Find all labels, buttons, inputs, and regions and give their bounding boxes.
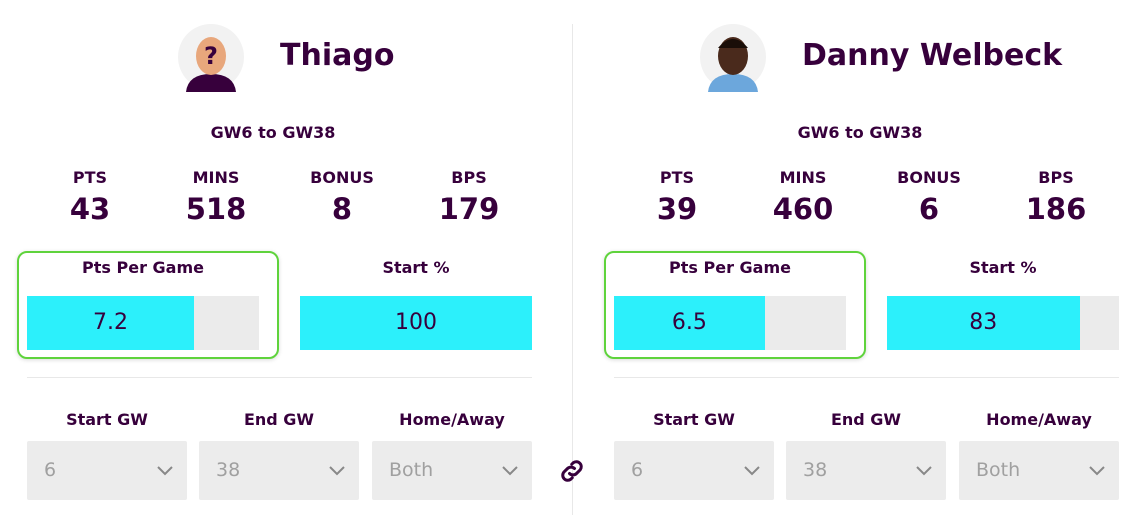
chevron: [329, 466, 345, 476]
bar-label: Pts Per Game: [82, 258, 204, 277]
link-icon[interactable]: [557, 456, 587, 486]
divider: [572, 24, 573, 515]
filter-label: End GW: [243, 410, 315, 429]
stat-value: 460: [772, 192, 834, 226]
separator: [27, 377, 532, 378]
stat-label: PTS: [659, 168, 695, 187]
bar-track: 83: [887, 296, 1119, 350]
filter-label: Start GW: [66, 410, 148, 429]
bar-value: 83: [969, 310, 998, 335]
bar-label: Pts Per Game: [669, 258, 791, 277]
filter-select[interactable]: Both: [959, 441, 1119, 500]
svg-text:?: ?: [204, 42, 218, 70]
chevron: [744, 466, 760, 476]
bar-label: Start %: [382, 258, 450, 277]
player-avatar: ?: [178, 24, 244, 92]
filter-label: End GW: [830, 410, 902, 429]
filter-label: Home/Away: [986, 410, 1092, 429]
gameweek-range: GW6 to GW38: [210, 123, 336, 142]
stat-value: 6: [918, 192, 940, 226]
bar-value: 100: [395, 310, 437, 335]
filter-value: Both: [389, 459, 434, 481]
stat-value: 39: [656, 192, 698, 226]
filter-select[interactable]: 38: [786, 441, 946, 500]
stat-value: 518: [185, 192, 247, 226]
stat-value: 8: [331, 192, 353, 226]
chevron: [502, 466, 518, 476]
filter-select[interactable]: Both: [372, 441, 532, 500]
stat-label: BPS: [1038, 168, 1074, 187]
stat-value: 43: [69, 192, 111, 226]
stat-value: 186: [1025, 192, 1087, 226]
bar-fill: [887, 296, 1080, 350]
bar-track: 7.2: [27, 296, 259, 350]
player-name: Thiago: [280, 38, 395, 73]
filter-value: Both: [976, 459, 1021, 481]
filter-value: 38: [216, 459, 241, 481]
stat-label: MINS: [779, 168, 827, 187]
separator: [614, 377, 1119, 378]
filter-label: Home/Away: [399, 410, 505, 429]
chevron: [916, 466, 932, 476]
bar-label: Start %: [969, 258, 1037, 277]
highlight-box: [17, 251, 279, 359]
highlight-box: [604, 251, 866, 359]
bar-track: 100: [300, 296, 532, 350]
bar-fill: [300, 296, 532, 350]
filter-select[interactable]: 38: [199, 441, 359, 500]
filter-value: 6: [44, 459, 57, 481]
chevron: [1089, 466, 1105, 476]
filter-select[interactable]: 6: [27, 441, 187, 500]
player-name: Danny Welbeck: [802, 38, 1063, 73]
bar-fill: [614, 296, 765, 350]
bar-track: 6.5: [614, 296, 846, 350]
player-avatar: [700, 24, 766, 92]
gameweek-range: GW6 to GW38: [797, 123, 923, 142]
filter-select[interactable]: 6: [614, 441, 774, 500]
chevron: [157, 466, 173, 476]
stat-label: PTS: [72, 168, 108, 187]
bar-value: 7.2: [93, 310, 129, 335]
bar-value: 6.5: [671, 310, 707, 335]
filter-label: Start GW: [653, 410, 735, 429]
bar-fill: [27, 296, 195, 350]
stat-label: BPS: [451, 168, 487, 187]
stat-value: 179: [438, 192, 500, 226]
filter-value: 38: [803, 459, 828, 481]
filter-value: 6: [631, 459, 644, 481]
stat-label: BONUS: [897, 168, 961, 187]
stat-label: BONUS: [310, 168, 374, 187]
stat-label: MINS: [192, 168, 240, 187]
